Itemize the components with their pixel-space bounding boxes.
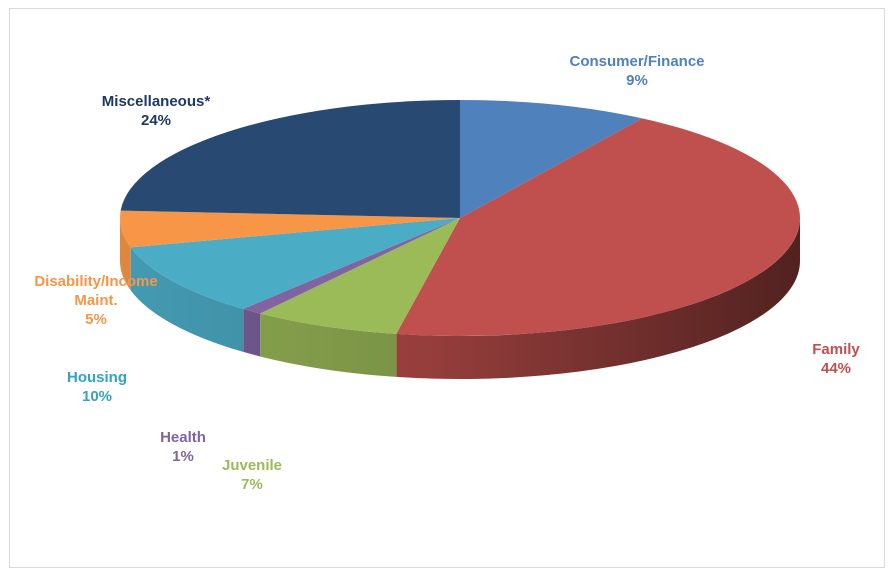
- slice-disability-income-maint[interactable]: [120, 210, 461, 248]
- slice-housing[interactable]: [130, 218, 460, 309]
- label-juvenile: Juvenile 7%: [222, 457, 282, 493]
- slice-pct-label: 24%: [141, 112, 171, 129]
- side-housing: [130, 247, 244, 352]
- slice-miscellaneous[interactable]: [120, 100, 461, 218]
- slice-health[interactable]: [243, 218, 460, 314]
- slice-pct-label: 44%: [821, 360, 851, 377]
- slice-juvenile[interactable]: [260, 218, 460, 334]
- slice-name-label: Disability/Income: [34, 273, 157, 290]
- side-juvenile: [260, 313, 397, 377]
- slice-name-label: Miscellaneous*: [102, 93, 211, 110]
- label-family: Family 44%: [812, 341, 860, 377]
- slice-pct-label: 7%: [241, 476, 263, 493]
- slice-name-label: Maint.: [74, 292, 117, 309]
- label-health: Health 1%: [160, 429, 206, 465]
- label-consumer-finance: Consumer/Finance 9%: [569, 53, 704, 89]
- side-health: [243, 308, 261, 357]
- pie-sides: [120, 218, 800, 379]
- slice-consumer-finance[interactable]: [460, 100, 643, 218]
- label-disability-income-maint: Disability/Income Maint. 5%: [34, 273, 157, 328]
- slice-name-label: Health: [160, 429, 206, 446]
- side-family: [396, 218, 800, 379]
- side-disability-income-maint: [120, 218, 131, 291]
- slice-name-label: Family: [812, 341, 860, 358]
- slice-family[interactable]: [396, 118, 800, 336]
- label-housing: Housing 10%: [67, 369, 127, 405]
- slice-pct-label: 5%: [85, 311, 107, 328]
- slice-name-label: Housing: [67, 369, 127, 386]
- slice-pct-label: 1%: [172, 448, 194, 465]
- pie-tops: [120, 100, 800, 336]
- slice-pct-label: 10%: [82, 388, 112, 405]
- slice-name-label: Juvenile: [222, 457, 282, 474]
- pie-labels: Consumer/Finance 9% Family 44% Juvenile 7% Hea…: [34, 53, 860, 493]
- slice-pct-label: 9%: [626, 72, 648, 89]
- label-miscellaneous: Miscellaneous* 24%: [102, 93, 211, 129]
- slice-name-label: Consumer/Finance: [569, 53, 704, 70]
